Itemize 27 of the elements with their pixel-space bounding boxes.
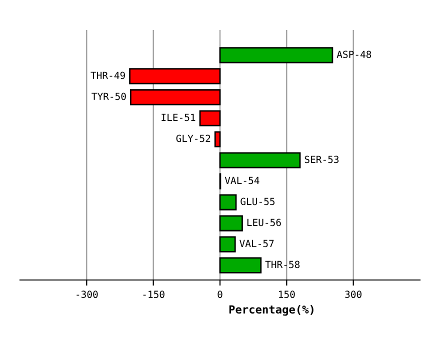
bar (219, 152, 301, 168)
y-tick-label: ILE-51 (162, 114, 196, 122)
x-tick-label: 300 (345, 290, 362, 298)
bar (219, 236, 236, 252)
bar (130, 89, 221, 106)
bar (129, 68, 221, 84)
y-tick-label: LEU-56 (247, 218, 281, 226)
x-tick-label: 0 (218, 290, 222, 298)
x-axis-title: Percentage(%) (229, 305, 314, 316)
bar (219, 257, 262, 274)
x-tick-label: -300 (76, 290, 98, 298)
y-tick-label: THR-49 (90, 72, 125, 80)
bar (199, 110, 221, 126)
y-tick-label: GLU-55 (240, 198, 275, 206)
y-tick-label: VAL-57 (240, 240, 274, 248)
y-tick-label: SER-53 (304, 156, 339, 164)
y-tick-label: VAL-54 (224, 176, 260, 184)
bar (219, 194, 237, 210)
y-tick-label: TYR-50 (92, 92, 126, 100)
x-tick-label: 150 (279, 290, 295, 298)
x-tick-label: -150 (143, 290, 164, 298)
y-tick-label: THR-58 (265, 260, 300, 268)
y-tick-label: GLY-52 (176, 134, 210, 142)
y-tick-label: ASP-48 (336, 50, 372, 58)
bar (214, 131, 221, 148)
bar (219, 215, 243, 232)
bar (219, 47, 334, 64)
